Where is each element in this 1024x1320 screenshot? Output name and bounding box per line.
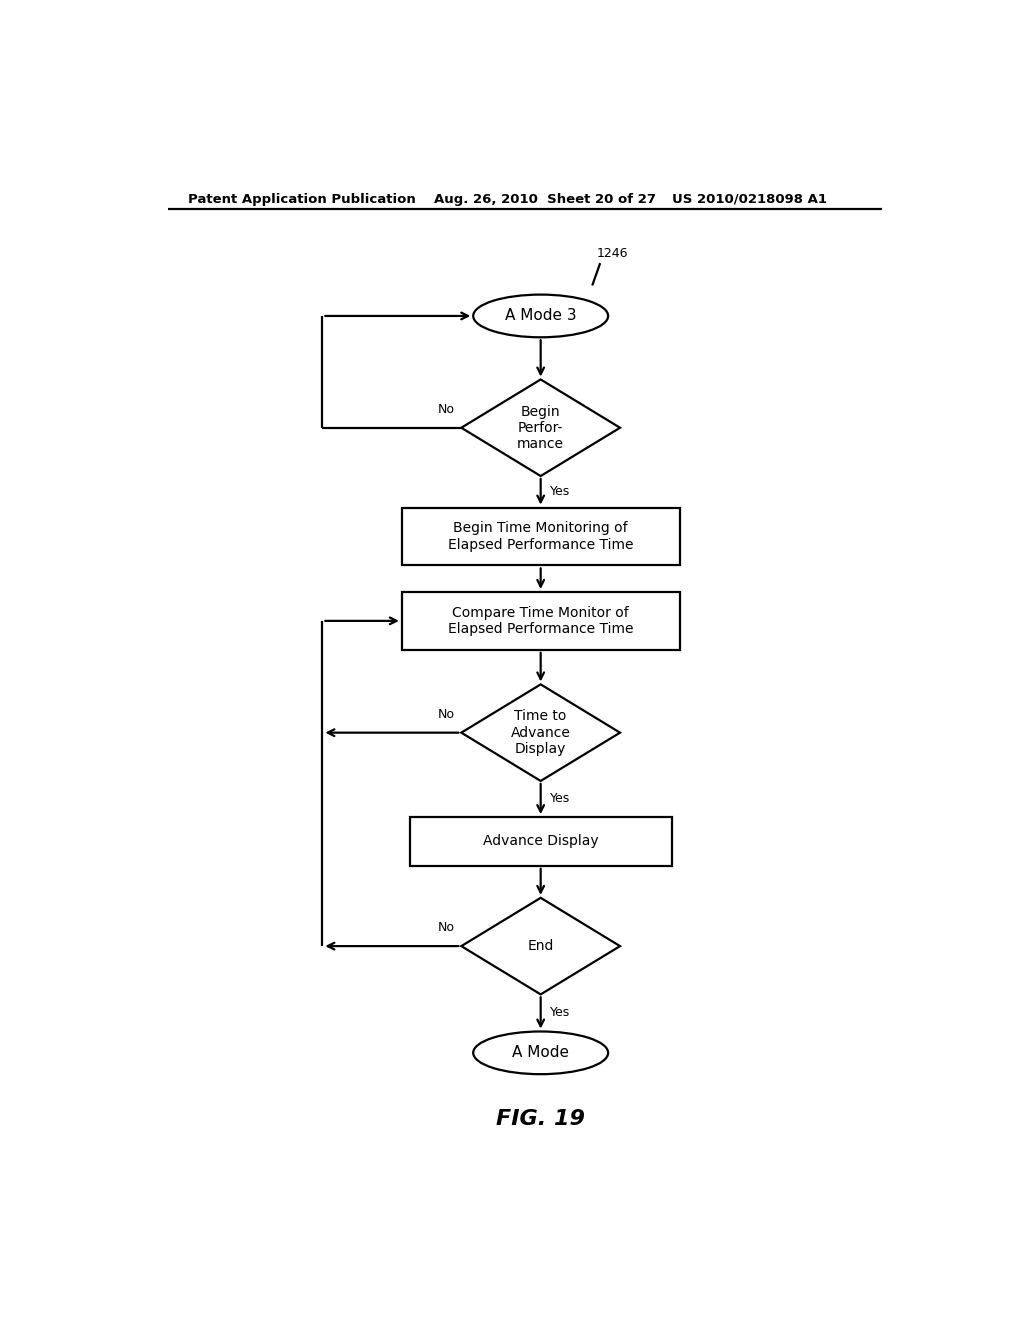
- Text: End: End: [527, 939, 554, 953]
- Text: No: No: [438, 921, 455, 935]
- Bar: [401, 591, 680, 649]
- Text: FIG. 19: FIG. 19: [497, 1109, 585, 1129]
- Text: Aug. 26, 2010  Sheet 20 of 27: Aug. 26, 2010 Sheet 20 of 27: [433, 193, 655, 206]
- Text: A Mode 3: A Mode 3: [505, 309, 577, 323]
- Text: Patent Application Publication: Patent Application Publication: [187, 193, 416, 206]
- Text: Time to
Advance
Display: Time to Advance Display: [511, 709, 570, 756]
- Text: Compare Time Monitor of
Elapsed Performance Time: Compare Time Monitor of Elapsed Performa…: [447, 606, 634, 636]
- Text: No: No: [438, 708, 455, 721]
- Text: Advance Display: Advance Display: [483, 834, 598, 849]
- Bar: [410, 817, 672, 866]
- Text: 1246: 1246: [596, 247, 628, 260]
- Text: A Mode: A Mode: [512, 1045, 569, 1060]
- Text: Begin Time Monitoring of
Elapsed Performance Time: Begin Time Monitoring of Elapsed Perform…: [447, 521, 634, 552]
- Text: Yes: Yes: [550, 486, 570, 498]
- Text: US 2010/0218098 A1: US 2010/0218098 A1: [672, 193, 826, 206]
- Text: No: No: [438, 403, 455, 416]
- Bar: [401, 507, 680, 565]
- Text: Yes: Yes: [550, 792, 570, 805]
- Text: Begin
Perfor-
mance: Begin Perfor- mance: [517, 404, 564, 451]
- Text: Yes: Yes: [550, 1006, 570, 1019]
